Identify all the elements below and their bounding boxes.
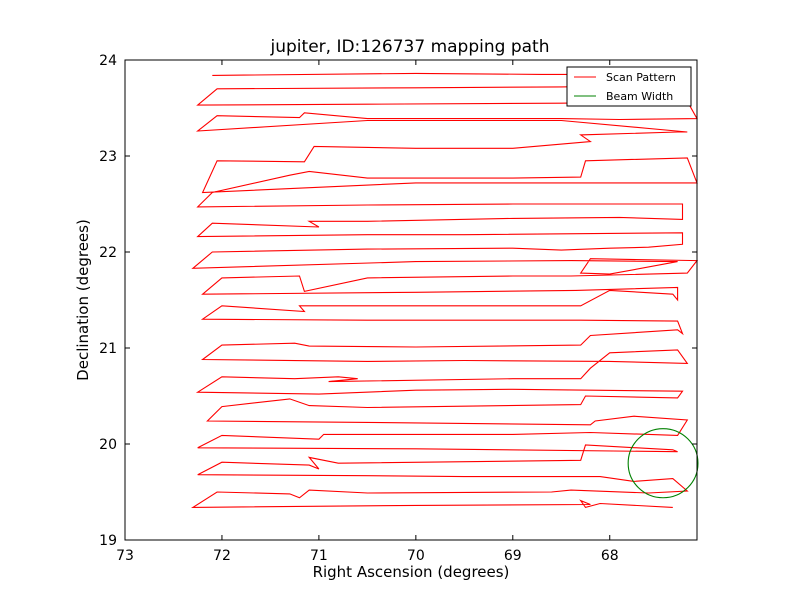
- plot-frame: [124, 59, 698, 541]
- x-tick-label: 70: [407, 548, 425, 564]
- y-tick-label: 24: [99, 53, 117, 69]
- plot-area: [125, 60, 697, 540]
- x-tick-label: 73: [116, 548, 134, 564]
- legend-label-scan-pattern: Scan Pattern: [606, 71, 676, 84]
- series-scan-pattern: [190, 72, 699, 509]
- x-tick-label: 71: [310, 548, 328, 564]
- series-layer: [190, 72, 699, 509]
- y-axis-title: Declination (degrees): [74, 219, 92, 381]
- y-tick-label: 19: [99, 533, 117, 549]
- y-tick-label: 23: [99, 149, 117, 165]
- legend-label-beam-width: Beam Width: [606, 90, 673, 103]
- series-beam-width: [627, 428, 699, 499]
- x-tick-label: 69: [504, 548, 522, 564]
- x-tick-label: 68: [601, 548, 619, 564]
- ticks-layer: 73 72 71 70 69 68 19 20 21 22 23 24: [99, 53, 697, 564]
- x-axis-title: Right Ascension (degrees): [313, 563, 510, 581]
- y-tick-label: 22: [99, 245, 117, 261]
- chart-title: jupiter, ID:126737 mapping path: [270, 37, 550, 57]
- x-tick-label: 72: [213, 548, 231, 564]
- y-tick-label: 21: [99, 341, 117, 357]
- y-tick-label: 20: [99, 437, 117, 453]
- legend: Scan Pattern Beam Width: [566, 66, 692, 107]
- legend-box: [566, 66, 692, 107]
